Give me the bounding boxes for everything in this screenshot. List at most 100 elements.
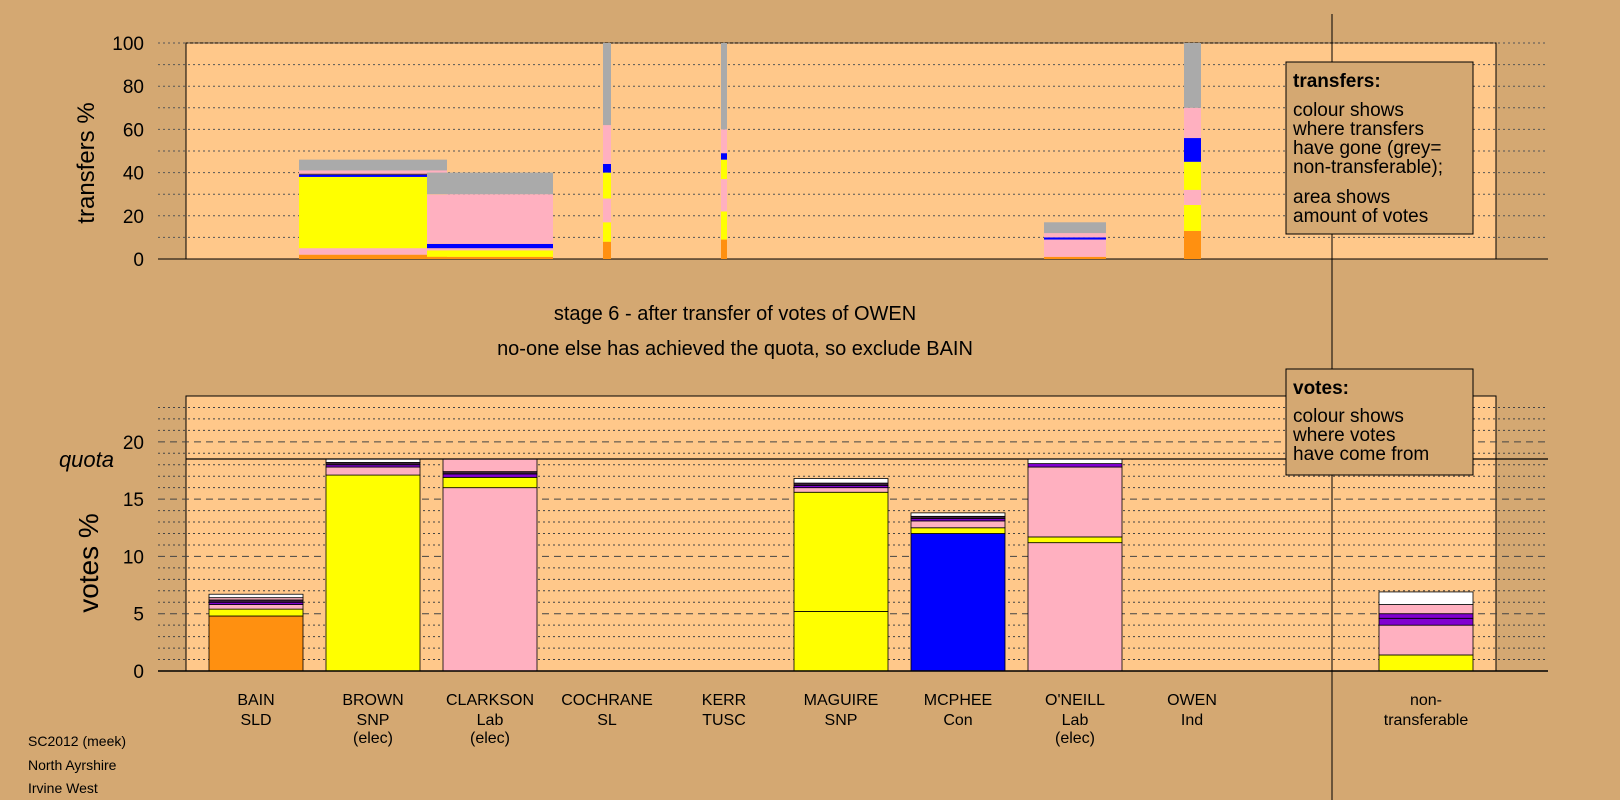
transfers-y-tick-label: 0	[133, 250, 144, 271]
transfer-segment	[299, 248, 447, 255]
transfers-legend-title: transfers:	[1293, 71, 1381, 92]
vote-segment	[793, 611, 889, 672]
candidate-status-label: (elec)	[353, 730, 393, 747]
vote-segment	[793, 491, 889, 612]
vote-segment	[1027, 458, 1123, 465]
transfers-y-tick-label: 20	[123, 207, 144, 228]
candidate-party-label: Con	[943, 712, 972, 729]
candidate-name-label: non-	[1410, 692, 1442, 709]
transfers-legend-line: area shows	[1293, 187, 1390, 208]
votes-y-tick-label: 20	[123, 433, 144, 454]
vote-segment	[1027, 466, 1123, 538]
transfer-segment	[299, 176, 447, 249]
transfer-segment	[299, 159, 447, 171]
candidate-party-label: Lab	[1062, 712, 1089, 729]
transfer-segment	[427, 256, 553, 259]
vote-segment	[442, 473, 538, 478]
vote-segment	[1378, 591, 1474, 605]
candidate-name-label: CLARKSON	[446, 692, 534, 709]
transfers-y-tick-label: 80	[123, 77, 144, 98]
candidate-name-label: BROWN	[342, 692, 403, 709]
footer-line: North Ayrshire	[28, 757, 117, 773]
transfers-bars	[299, 43, 1201, 259]
transfer-segment	[603, 198, 611, 223]
transfer-segment	[721, 129, 727, 154]
candidate-name-label: OWEN	[1167, 692, 1217, 709]
vote-segment	[442, 458, 538, 473]
vote-segment	[793, 478, 889, 484]
candidate-party-label: SLD	[240, 712, 271, 729]
transfers-y-tick-label: 100	[112, 34, 144, 55]
transfers-y-tick-label: 40	[123, 164, 144, 185]
transfers-legend-line: where transfers	[1292, 119, 1424, 140]
vote-segment	[910, 533, 1006, 672]
transfer-segment	[1044, 239, 1106, 257]
transfer-segment	[299, 174, 447, 177]
candidate-name-label: KERR	[702, 692, 746, 709]
vote-segment	[208, 608, 304, 617]
candidate-labels: BAINSLDBROWNSNP(elec)CLARKSONLab(elec)CO…	[237, 692, 1468, 747]
vote-segment	[208, 615, 304, 672]
transfer-segment	[1184, 189, 1201, 205]
vote-segment	[1378, 613, 1474, 619]
transfer-segment	[603, 222, 611, 242]
votes-y-axis-label: votes %	[73, 513, 104, 613]
transfer-segment	[603, 163, 611, 173]
vote-segment	[1027, 463, 1123, 468]
transfer-segment	[603, 43, 611, 126]
transfers-legend-line: colour shows	[1293, 100, 1404, 121]
vote-segment	[442, 476, 538, 489]
vote-segment	[1378, 604, 1474, 615]
vote-segment	[910, 512, 1006, 517]
transfer-segment	[721, 179, 727, 212]
vote-segment	[910, 520, 1006, 529]
transfers-y-ticks: 0 20 40 60 80 100	[112, 34, 144, 271]
transfer-segment	[1184, 43, 1201, 108]
votes-y-tick-label: 15	[123, 490, 144, 511]
candidate-name-label: BAIN	[237, 692, 274, 709]
transfers-legend-line: non-transferable);	[1293, 157, 1443, 178]
transfers-legend-line: have gone (grey=	[1293, 138, 1441, 159]
quota-label: quota	[59, 447, 114, 472]
vote-segment	[208, 604, 304, 610]
transfers-y-axis-label: transfers %	[73, 102, 100, 223]
vote-segment	[325, 474, 421, 672]
vote-segment	[1027, 536, 1123, 544]
votes-legend: votes: colour shows where votes have com…	[1285, 368, 1474, 476]
vote-segment	[793, 487, 889, 493]
vote-segment	[910, 527, 1006, 534]
candidate-party-label: SL	[597, 712, 617, 729]
candidate-status-label: (elec)	[1055, 730, 1095, 747]
transfer-segment	[1184, 230, 1201, 259]
votes-y-tick-label: 5	[133, 605, 144, 626]
vote-segment	[442, 487, 538, 672]
candidate-name-label: MCPHEE	[924, 692, 992, 709]
vote-segment	[1027, 542, 1123, 672]
transfer-segment	[721, 211, 727, 240]
transfer-segment	[1184, 138, 1201, 162]
candidate-party-label: Ind	[1181, 712, 1203, 729]
transfer-segment	[603, 241, 611, 259]
votes-legend-line: colour shows	[1293, 406, 1404, 427]
transfer-segment	[427, 172, 553, 195]
transfers-panel: 0 20 40 60 80 100 transfers %	[73, 34, 1548, 271]
candidate-party-label: SNP	[357, 712, 390, 729]
transfers-legend-line: amount of votes	[1293, 206, 1428, 227]
votes-legend-box	[1285, 368, 1474, 476]
transfer-segment	[721, 239, 727, 259]
transfer-segment	[721, 153, 727, 160]
transfer-segment	[1044, 256, 1106, 259]
candidate-status-label: (elec)	[470, 730, 510, 747]
transfer-segment	[427, 243, 553, 249]
transfer-segment	[299, 170, 447, 174]
transfer-segment	[1044, 233, 1106, 238]
transfer-segment	[603, 125, 611, 164]
vote-segment	[1378, 624, 1474, 656]
candidate-party-label: transferable	[1384, 712, 1469, 729]
transfer-segment	[427, 250, 553, 257]
transfer-segment	[1184, 107, 1201, 139]
transfer-segment	[427, 194, 553, 244]
transfer-segment	[1044, 222, 1106, 234]
transfer-segment	[427, 248, 553, 251]
